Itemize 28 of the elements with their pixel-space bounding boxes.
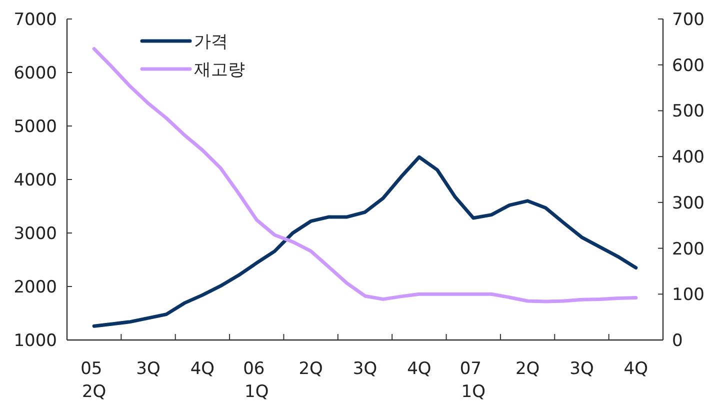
x-tick-label: 2Q [298,359,323,379]
legend-label: 가격 [194,32,228,52]
x-tick-label: 3Q [136,359,160,379]
legend-label: 재고량 [194,60,245,80]
x-tick-label: 3Q [352,359,378,379]
y-tick-label: 1000 [14,331,57,351]
y2-tick-label: 700 [672,10,704,30]
y2-tick-label: 600 [672,56,704,76]
y-tick-label: 5000 [14,117,57,137]
x-tick-label: 4Q [624,359,648,379]
y-tick-label: 7000 [14,10,57,30]
y2-tick-label: 0 [672,331,683,351]
y2-tick-label: 500 [672,102,704,122]
x-tick-label: 4Q [407,359,432,379]
y-tick-label: 4000 [14,170,57,190]
y2-tick-label: 300 [672,193,704,214]
x-tick-label: 06 1Q [243,359,270,402]
x-tick-label: 07 1Q [460,359,487,402]
y-tick-label: 3000 [14,224,57,244]
y2-tick-label: 200 [672,239,704,260]
y2-tick-label: 100 [672,285,704,306]
x-tick-label: 4Q [190,359,215,379]
y2-tick-label: 400 [672,148,704,168]
x-tick-label: 05 2Q [80,359,108,402]
y-tick-label: 6000 [14,64,57,84]
y-tick-label: 2000 [14,278,57,298]
x-tick-label: 2Q [515,359,540,379]
x-tick-label: 3Q [570,359,594,379]
